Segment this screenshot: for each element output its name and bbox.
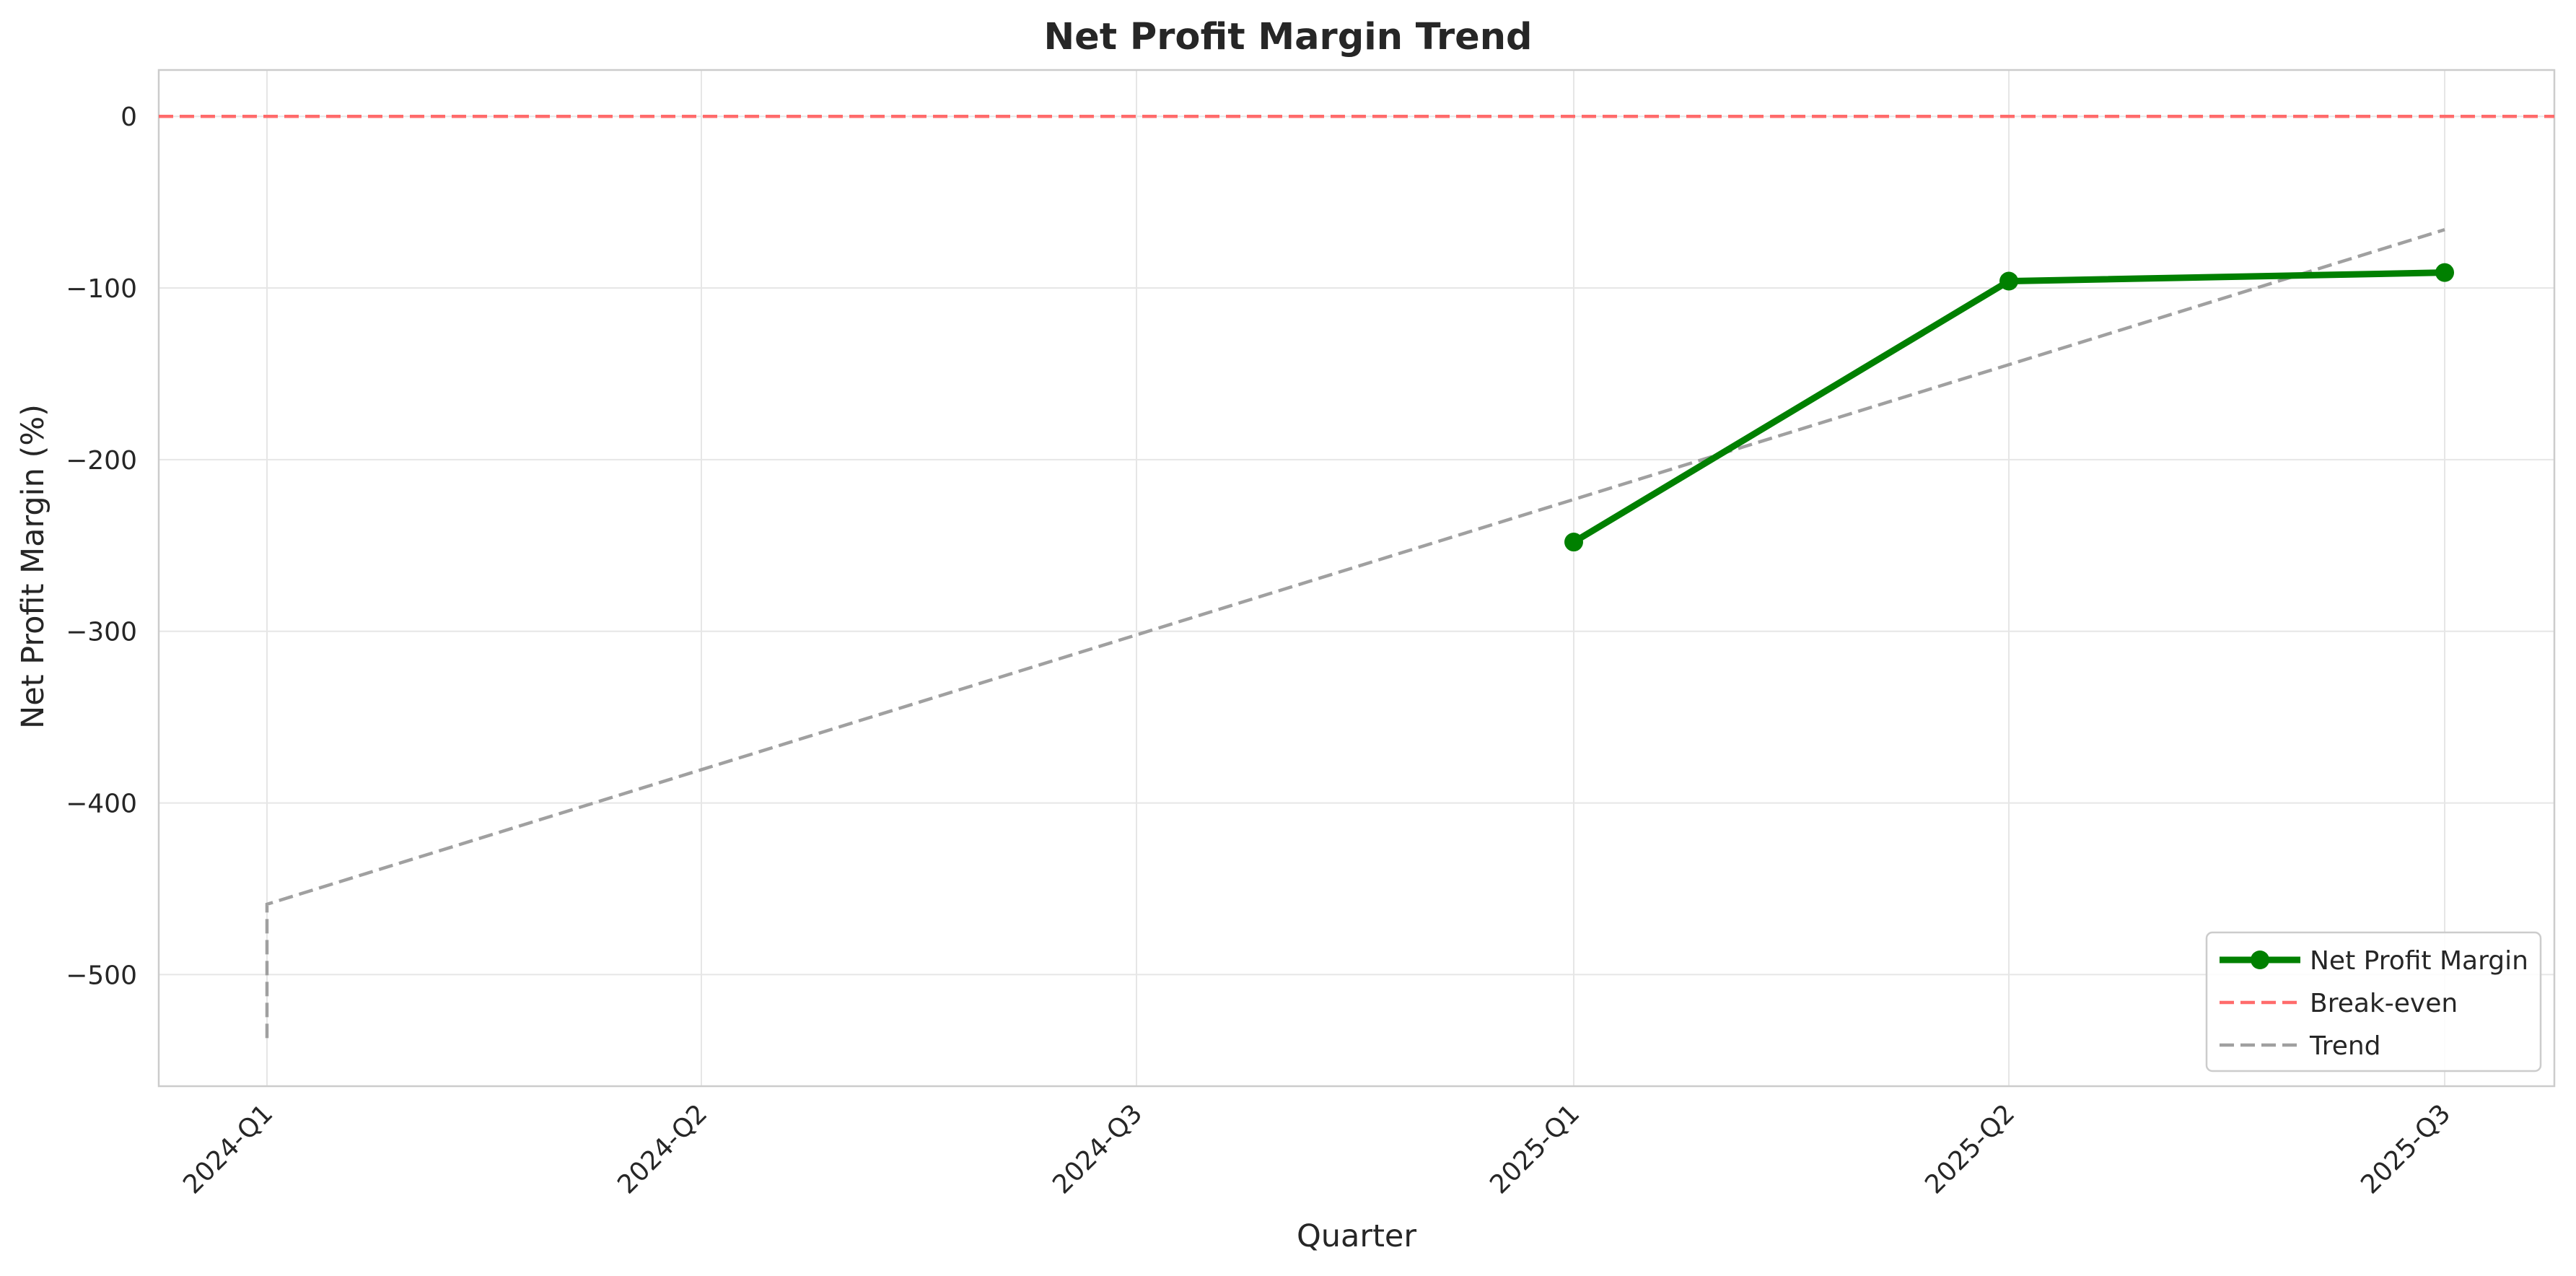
x-axis-label: Quarter — [1297, 1218, 1416, 1254]
legend-label: Net Profit Margin — [2310, 946, 2528, 976]
plot-frame — [157, 69, 2556, 1088]
x-tick-label: 2024-Q2 — [612, 1098, 713, 1199]
chart-title: Net Profit Margin Trend — [1043, 16, 1532, 58]
y-tick-label: −400 — [66, 790, 137, 819]
y-tick-label: −300 — [66, 618, 137, 647]
x-tick-label: 2025-Q3 — [2355, 1098, 2456, 1199]
legend-label: Break-even — [2310, 989, 2458, 1018]
legend: Net Profit Margin Break-even Trend — [2205, 931, 2542, 1072]
y-tick-label: 0 — [121, 102, 137, 132]
legend-label: Trend — [2309, 1031, 2381, 1061]
legend-marker — [2251, 951, 2269, 969]
y-tick-label: −100 — [66, 274, 137, 304]
y-axis-label: Net Profit Margin (%) — [15, 404, 51, 729]
x-tick-label: 2024-Q3 — [1047, 1098, 1148, 1199]
net-profit-margin-point — [1999, 271, 2018, 291]
net-profit-margin-point — [2435, 263, 2454, 282]
plot-area — [159, 70, 2554, 1086]
net-profit-margin-point — [1564, 533, 1583, 552]
x-tick-label: 2025-Q2 — [1919, 1098, 2020, 1199]
x-tick-label: 2025-Q1 — [1484, 1098, 1585, 1199]
y-tick-label: −500 — [66, 961, 137, 990]
x-tick-label: 2024-Q1 — [178, 1098, 279, 1199]
y-tick-label: −200 — [66, 446, 137, 476]
legend-box — [2205, 931, 2542, 1072]
